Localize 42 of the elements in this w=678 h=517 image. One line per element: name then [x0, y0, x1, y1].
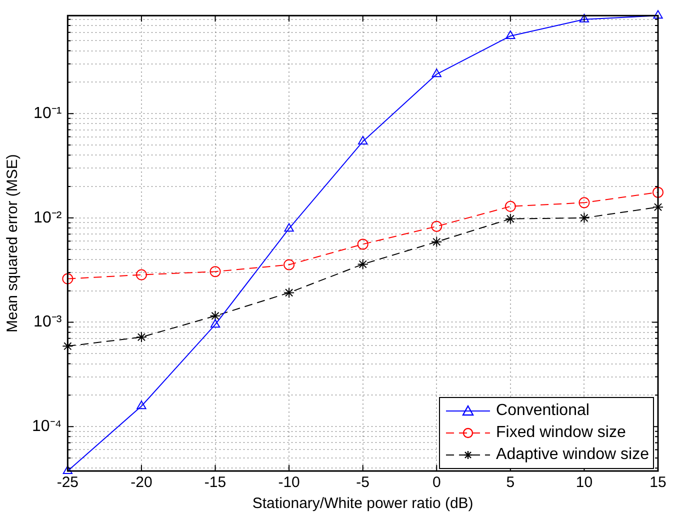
point	[431, 236, 442, 248]
legend-label: Adaptive window size	[496, 445, 649, 465]
point	[284, 287, 295, 298]
point	[579, 14, 590, 22]
point	[504, 213, 516, 224]
y-tick-label: 10⁻¹	[34, 105, 62, 122]
x-tick-label: -15	[204, 474, 226, 492]
point	[136, 269, 147, 280]
point	[210, 319, 220, 328]
point	[504, 200, 516, 212]
x-tick-label: 15	[650, 474, 666, 492]
x-tick-label: -20	[130, 474, 152, 492]
point	[432, 68, 442, 78]
point	[431, 220, 442, 232]
point	[136, 332, 147, 343]
y-tick-label: 10⁻³	[34, 314, 62, 331]
x-tick-label: -10	[278, 474, 300, 492]
point	[284, 259, 295, 270]
point	[357, 258, 368, 270]
point	[578, 212, 590, 224]
legend-label: Fixed window size	[496, 423, 626, 443]
point	[653, 10, 663, 19]
x-axis-title: Stationary/White power ratio (dB)	[252, 495, 474, 512]
point	[652, 186, 664, 198]
point	[506, 30, 516, 39]
x-tick-label: -25	[56, 474, 79, 492]
legend-label: Conventional	[496, 401, 590, 421]
x-tick-label: 5	[506, 474, 515, 492]
point	[357, 238, 368, 250]
y-tick-label: 10⁻²	[34, 209, 62, 226]
point	[578, 197, 590, 208]
point	[210, 266, 221, 278]
y-axis-title: Mean squared error (MSE)	[4, 154, 22, 333]
y-tick-label: 10⁻⁴	[32, 418, 62, 435]
x-tick-label: 0	[432, 474, 441, 492]
x-tick-label: -5	[356, 474, 370, 492]
x-tick-label: 10	[576, 474, 593, 492]
point	[284, 223, 294, 232]
point	[62, 273, 74, 284]
point	[358, 136, 368, 145]
point	[210, 310, 221, 322]
point	[62, 340, 74, 352]
